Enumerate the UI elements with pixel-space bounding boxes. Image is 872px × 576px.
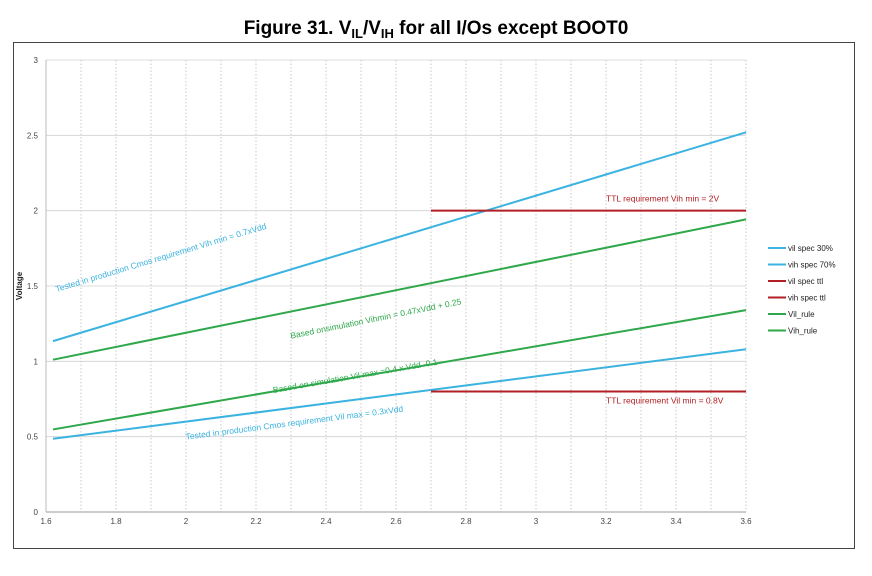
x-tick-label: 3.6 [740, 517, 752, 526]
title-sub-ih: IH [380, 26, 394, 41]
x-tick-label: 3.2 [600, 517, 612, 526]
x-tick-label: 3.4 [670, 517, 682, 526]
x-tick-label: 2.6 [390, 517, 402, 526]
x-tick-label: 1.6 [40, 517, 52, 526]
legend-label: vil spec ttl [788, 277, 823, 286]
y-tick-label: 3 [34, 56, 39, 65]
x-tick-label: 2.4 [320, 517, 332, 526]
ann-ttl-vil: TTL requirement Vil min = 0.8V [606, 396, 724, 406]
title-main: Figure 31. V [243, 18, 352, 39]
legend-label: vih spec 70% [788, 261, 836, 270]
title-end: for all I/Os except BOOT0 [393, 18, 629, 39]
grid [45, 59, 747, 513]
ann-vih-cmos: Tested in production Cmos requirement Vi… [54, 221, 268, 294]
y-tick-label: 2 [34, 207, 39, 216]
series-line [52, 218, 747, 361]
ann-ttl-vih: TTL requirement Vih min = 2V [606, 194, 719, 204]
x-tick-label: 2.8 [460, 517, 472, 526]
x-tick-label: 2 [184, 517, 189, 526]
legend-label: vih spec ttl [788, 294, 826, 303]
ann-vil-sim: Based on simulation Vil max =0.4 x Vdd -… [272, 357, 438, 395]
y-axis-label: Voltage [15, 271, 24, 300]
legend-label: Vih_rule [788, 327, 818, 336]
series-line [52, 309, 747, 431]
y-tick-label: 0.5 [27, 433, 39, 442]
annotations: Tested in production Cmos requirement Vi… [54, 194, 724, 442]
y-tick-label: 1.5 [27, 282, 39, 291]
axes: 1.6 1.8 2 2.2 2.4 2.6 2.8 3 3.2 3.4 3.6 0 0.5 1 1.5 2 2.… [15, 56, 752, 526]
title-separator: /V [362, 18, 381, 39]
y-tick-label: 2.5 [27, 131, 39, 140]
series-line [52, 348, 747, 440]
legend-label: Vil_rule [788, 310, 815, 319]
title-sub-il: IL [351, 26, 363, 41]
y-tick-label: 1 [34, 357, 39, 366]
figure-title: Figure 31. VIL/VIH for all I/Os except B… [0, 18, 872, 41]
series-line [52, 131, 747, 343]
x-tick-label: 1.8 [110, 517, 122, 526]
x-tick-label: 3 [534, 517, 539, 526]
ann-vih-sim: Based onsimulation Vihmin = 0.47xVdd + 0… [289, 296, 462, 340]
ann-vil-cmos: Tested in production Cmos requirement Vi… [185, 404, 404, 442]
x-tick-label: 2.2 [250, 517, 262, 526]
series-lines [52, 131, 747, 440]
y-tick-label: 0 [34, 508, 39, 517]
chart-frame [13, 42, 855, 549]
legend: vil spec 30% vih spec 70% vil spec ttl vih … [768, 244, 836, 336]
legend-label: vil spec 30% [788, 244, 833, 253]
